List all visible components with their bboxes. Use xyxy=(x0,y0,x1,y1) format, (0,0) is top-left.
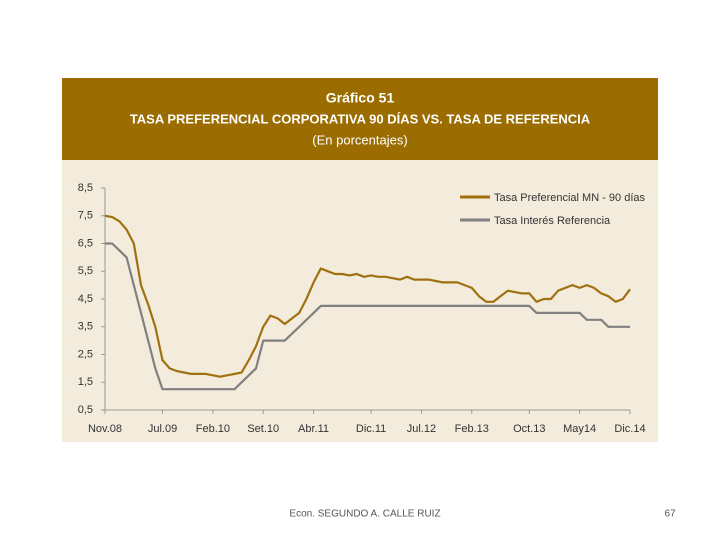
x-tick-label: Feb.13 xyxy=(455,423,489,435)
y-tick-label: 4,5 xyxy=(78,293,93,305)
x-tick-label: Dic.14 xyxy=(614,423,645,435)
x-tick-label: Jul.09 xyxy=(148,423,177,435)
x-tick-label: Nov.08 xyxy=(88,423,122,435)
x-tick-label: Set.10 xyxy=(247,423,279,435)
legend-label: Tasa Interés Referencia xyxy=(494,215,611,227)
units-note: (En porcentajes) xyxy=(312,132,407,147)
x-tick-label: Abr.11 xyxy=(298,423,329,435)
y-tick-label: 3,5 xyxy=(78,321,93,333)
y-tick-label: 0,5 xyxy=(78,404,93,416)
chart-panel xyxy=(62,160,658,442)
chart-title: Gráfico 51 xyxy=(326,90,395,106)
header-band xyxy=(62,78,658,160)
y-tick-label: 2,5 xyxy=(78,348,93,360)
x-tick-label: May14 xyxy=(563,423,596,435)
y-tick-label: 1,5 xyxy=(78,376,93,388)
x-tick-label: Jul.12 xyxy=(407,423,436,435)
page-number: 67 xyxy=(664,509,676,520)
legend-label: Tasa Preferencial MN - 90 días xyxy=(494,192,646,204)
y-tick-label: 8,5 xyxy=(78,182,93,194)
y-tick-label: 7,5 xyxy=(78,210,93,222)
series-line xyxy=(104,214,631,378)
series-line xyxy=(105,242,630,391)
x-tick-label: Oct.13 xyxy=(513,423,545,435)
x-tick-label: Dic.11 xyxy=(356,423,386,435)
y-tick-label: 6,5 xyxy=(78,237,93,249)
chart-subtitle: TASA PREFERENCIAL CORPORATIVA 90 DÍAS VS… xyxy=(130,111,591,126)
footer-author: Econ. SEGUNDO A. CALLE RUIZ xyxy=(289,509,440,520)
y-tick-label: 5,5 xyxy=(78,265,93,277)
x-tick-label: Feb.10 xyxy=(196,423,230,435)
